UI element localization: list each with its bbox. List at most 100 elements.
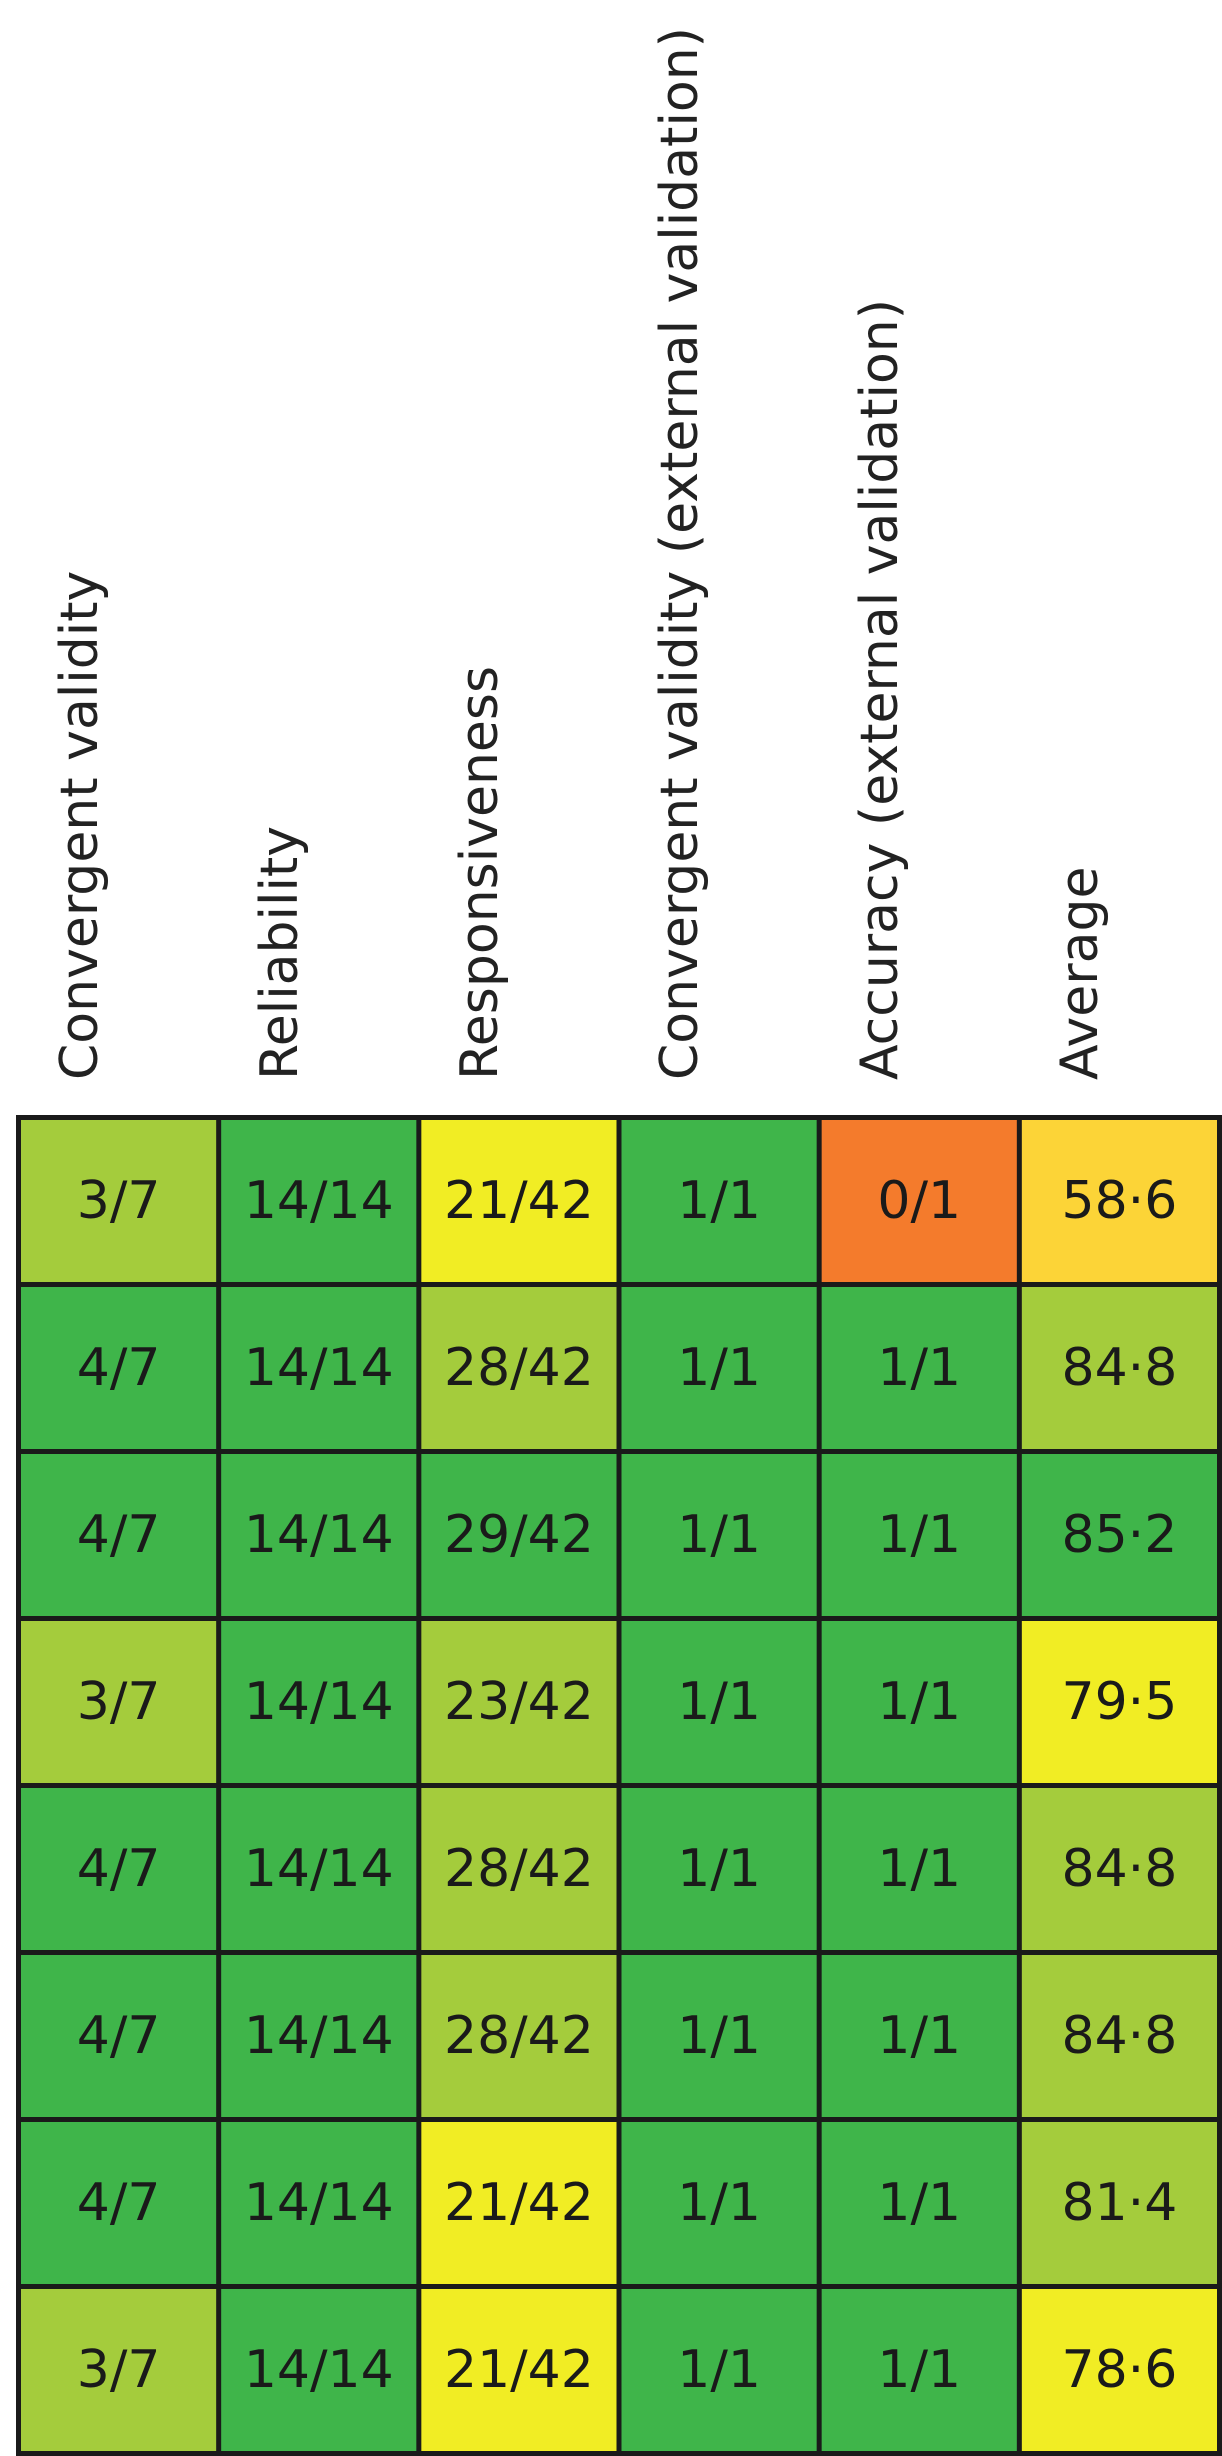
cell-value-reliability-row-7: 14/14 — [244, 2173, 394, 2233]
cell-value-convergent-validity-row-2: 4/7 — [77, 1338, 161, 1398]
cell-value-convergent-validity-row-5: 4/7 — [77, 1839, 161, 1899]
column-headers: Convergent validity Reliability Responsi… — [0, 0, 1222, 1115]
cell-accuracy-external-row-5 — [821, 1788, 1017, 1950]
score-table: 3/7 14/14 21/42 1/1 0/1 58·6 4/7 14/14 28/42 1/1 1… — [16, 1115, 1222, 2456]
column-header-accuracy-external: Accuracy (external validation) — [780, 0, 980, 1080]
cell-convergent-validity-external-row-2 — [621, 1287, 817, 1449]
cell-accuracy-external-row-7 — [821, 2122, 1017, 2284]
cell-reliability-row-7 — [221, 2122, 417, 2284]
cell-accuracy-external-row-6 — [821, 1955, 1017, 2117]
cell-value-convergent-validity-row-4: 3/7 — [77, 1672, 161, 1732]
cell-responsiveness-row-2 — [421, 1287, 617, 1449]
cell-value-convergent-validity-external-row-2: 1/1 — [677, 1338, 761, 1398]
cell-responsiveness-row-5 — [421, 1788, 617, 1950]
column-header-reliability: Reliability — [180, 0, 380, 1080]
cell-value-responsiveness-row-4: 23/42 — [444, 1672, 594, 1732]
cell-average-row-4 — [1021, 1621, 1217, 1783]
cell-convergent-validity-row-4 — [21, 1621, 217, 1783]
column-header-convergent-validity: Convergent validity — [0, 0, 180, 1080]
cell-value-convergent-validity-row-1: 3/7 — [77, 1171, 161, 1231]
cell-value-responsiveness-row-7: 21/42 — [444, 2173, 594, 2233]
score-grid: 3/7 14/14 21/42 1/1 0/1 58·6 4/7 14/14 28/42 1/1 1… — [21, 1120, 1217, 2451]
cell-responsiveness-row-1 — [421, 1120, 617, 1282]
cell-reliability-row-1 — [221, 1120, 417, 1282]
cell-reliability-row-8 — [221, 2289, 417, 2451]
cell-reliability-row-3 — [221, 1454, 417, 1616]
cell-accuracy-external-row-4 — [821, 1621, 1017, 1783]
cell-average-row-7 — [1021, 2122, 1217, 2284]
cell-value-responsiveness-row-5: 28/42 — [444, 1839, 594, 1899]
cell-value-accuracy-external-row-5: 1/1 — [877, 1839, 961, 1899]
cell-average-row-8 — [1021, 2289, 1217, 2451]
cell-convergent-validity-row-2 — [21, 1287, 217, 1449]
column-header-label: Reliability — [250, 825, 310, 1080]
column-header-label: Convergent validity — [50, 570, 110, 1080]
cell-value-responsiveness-row-1: 21/42 — [444, 1171, 594, 1231]
cell-value-reliability-row-4: 14/14 — [244, 1672, 394, 1732]
cell-reliability-row-5 — [221, 1788, 417, 1950]
cell-responsiveness-row-8 — [421, 2289, 617, 2451]
cell-value-accuracy-external-row-6: 1/1 — [877, 2006, 961, 2066]
cell-convergent-validity-external-row-7 — [621, 2122, 817, 2284]
cell-average-row-2 — [1021, 1287, 1217, 1449]
cell-value-convergent-validity-external-row-1: 1/1 — [677, 1171, 761, 1231]
cell-convergent-validity-row-7 — [21, 2122, 217, 2284]
cell-average-row-1 — [1021, 1120, 1217, 1282]
cell-value-accuracy-external-row-4: 1/1 — [877, 1672, 961, 1732]
cell-reliability-row-6 — [221, 1955, 417, 2117]
cell-convergent-validity-external-row-8 — [621, 2289, 817, 2451]
cell-value-convergent-validity-row-8: 3/7 — [77, 2340, 161, 2400]
cell-convergent-validity-row-3 — [21, 1454, 217, 1616]
cell-value-reliability-row-8: 14/14 — [244, 2340, 394, 2400]
column-header-label: Accuracy (external validation) — [850, 298, 910, 1080]
cell-reliability-row-2 — [221, 1287, 417, 1449]
cell-value-convergent-validity-external-row-8: 1/1 — [677, 2340, 761, 2400]
cell-value-average-row-6: 84·8 — [1062, 2006, 1178, 2066]
cell-value-convergent-validity-external-row-4: 1/1 — [677, 1672, 761, 1732]
cell-convergent-validity-row-5 — [21, 1788, 217, 1950]
cell-value-responsiveness-row-8: 21/42 — [444, 2340, 594, 2400]
column-header-label: Responsiveness — [450, 665, 510, 1080]
cell-value-accuracy-external-row-7: 1/1 — [877, 2173, 961, 2233]
cell-convergent-validity-external-row-3 — [621, 1454, 817, 1616]
cell-value-accuracy-external-row-2: 1/1 — [877, 1338, 961, 1398]
column-header-average: Average — [980, 0, 1180, 1080]
cell-accuracy-external-row-3 — [821, 1454, 1017, 1616]
cell-responsiveness-row-3 — [421, 1454, 617, 1616]
cell-accuracy-external-row-1 — [821, 1120, 1017, 1282]
cell-reliability-row-4 — [221, 1621, 417, 1783]
cell-value-average-row-1: 58·6 — [1062, 1171, 1178, 1231]
cell-value-reliability-row-3: 14/14 — [244, 1505, 394, 1565]
cell-value-responsiveness-row-2: 28/42 — [444, 1338, 594, 1398]
column-header-convergent-validity-external: Convergent validity (external validation… — [580, 0, 780, 1080]
cell-value-reliability-row-1: 14/14 — [244, 1171, 394, 1231]
cell-responsiveness-row-4 — [421, 1621, 617, 1783]
cell-value-convergent-validity-external-row-6: 1/1 — [677, 2006, 761, 2066]
cell-value-convergent-validity-row-7: 4/7 — [77, 2173, 161, 2233]
cell-convergent-validity-row-1 — [21, 1120, 217, 1282]
cell-value-responsiveness-row-3: 29/42 — [444, 1505, 594, 1565]
cell-accuracy-external-row-2 — [821, 1287, 1017, 1449]
cell-value-average-row-3: 85·2 — [1062, 1505, 1178, 1565]
cell-average-row-6 — [1021, 1955, 1217, 2117]
cell-value-accuracy-external-row-3: 1/1 — [877, 1505, 961, 1565]
cell-value-reliability-row-5: 14/14 — [244, 1839, 394, 1899]
cell-convergent-validity-external-row-6 — [621, 1955, 817, 2117]
cell-accuracy-external-row-8 — [821, 2289, 1017, 2451]
cell-responsiveness-row-7 — [421, 2122, 617, 2284]
cell-convergent-validity-external-row-1 — [621, 1120, 817, 1282]
cell-value-average-row-4: 79·5 — [1062, 1672, 1178, 1732]
cell-value-reliability-row-6: 14/14 — [244, 2006, 394, 2066]
cell-average-row-5 — [1021, 1788, 1217, 1950]
cell-value-accuracy-external-row-8: 1/1 — [877, 2340, 961, 2400]
cell-value-convergent-validity-external-row-5: 1/1 — [677, 1839, 761, 1899]
cell-convergent-validity-row-8 — [21, 2289, 217, 2451]
cell-value-convergent-validity-external-row-7: 1/1 — [677, 2173, 761, 2233]
column-header-label: Convergent validity (external validation… — [650, 27, 710, 1080]
cell-value-responsiveness-row-6: 28/42 — [444, 2006, 594, 2066]
cell-responsiveness-row-6 — [421, 1955, 617, 2117]
cell-value-convergent-validity-external-row-3: 1/1 — [677, 1505, 761, 1565]
cell-value-average-row-8: 78·6 — [1062, 2340, 1178, 2400]
column-header-label: Average — [1050, 866, 1110, 1080]
cell-value-accuracy-external-row-1: 0/1 — [877, 1171, 961, 1231]
